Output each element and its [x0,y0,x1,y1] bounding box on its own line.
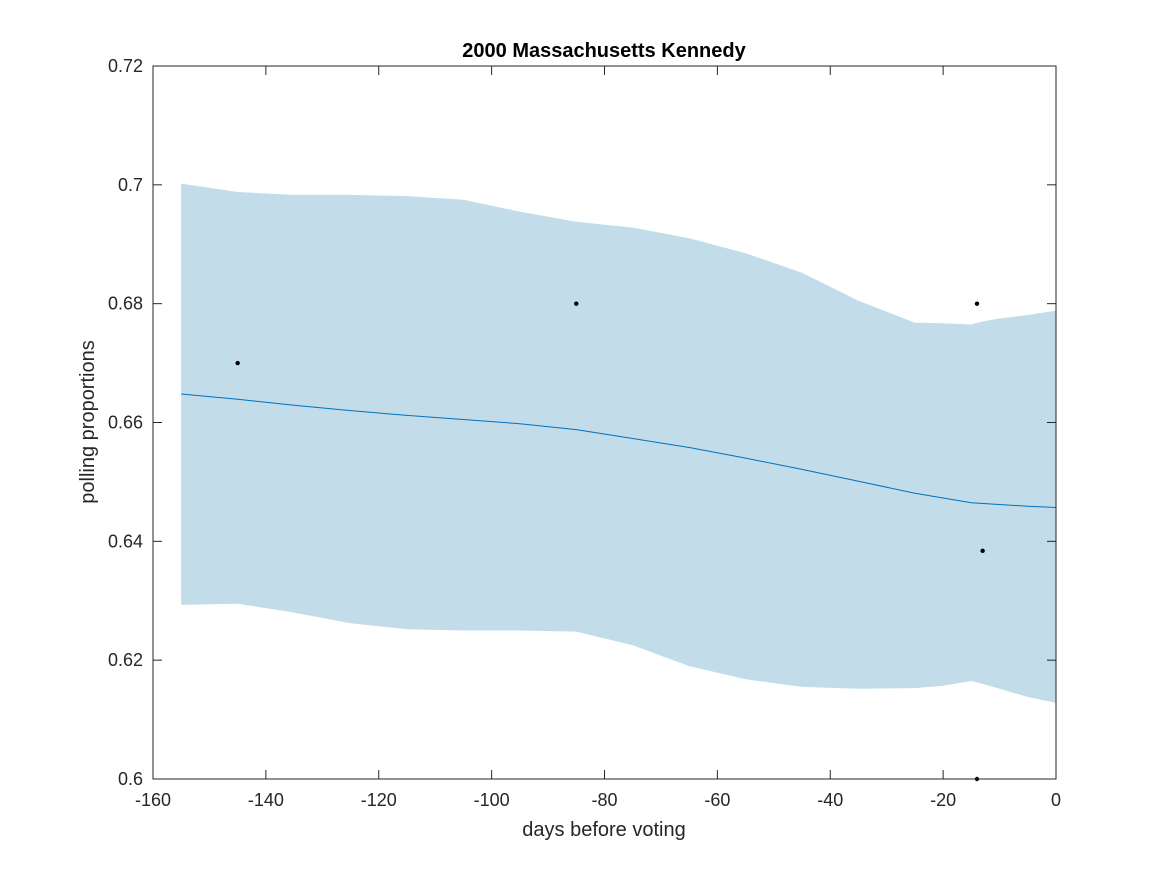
x-axis-label: days before voting [522,819,685,841]
x-tick-label: -120 [361,790,397,810]
y-tick-label: 0.64 [108,531,143,551]
x-tick-label: -160 [135,790,171,810]
mean-line [181,393,1057,508]
data-point [235,360,240,366]
data-point [574,301,579,306]
x-tick-label: -20 [930,790,956,810]
x-tick-label: -100 [474,790,510,810]
y-axis-label: polling proportions [77,340,99,503]
y-tick-label: 0.66 [108,413,143,433]
data-point [980,548,985,554]
chart-title: 2000 Massachusetts Kennedy [462,40,746,62]
x-tick-label: -40 [817,790,843,810]
x-tick-label: -140 [248,790,284,810]
x-tick-labels: -160 -140 -120 -100 -80 -60 -40 -20 0 [135,790,1061,810]
x-tick-label: -80 [591,790,617,810]
y-tick-label: 0.68 [108,294,143,314]
data-point [974,301,980,306]
axis-ticks [152,65,1057,780]
x-tick-label: 0 [1051,790,1061,810]
x-tick-label: -60 [704,790,730,810]
y-tick-label: 0.6 [118,769,143,789]
confidence-band [181,183,1056,703]
y-tick-label: 0.72 [108,56,143,76]
y-tick-label: 0.62 [108,650,143,670]
y-tick-label: 0.7 [118,175,143,195]
y-tick-labels: 0.6 0.62 0.64 0.66 0.68 0.7 0.72 [108,56,143,789]
